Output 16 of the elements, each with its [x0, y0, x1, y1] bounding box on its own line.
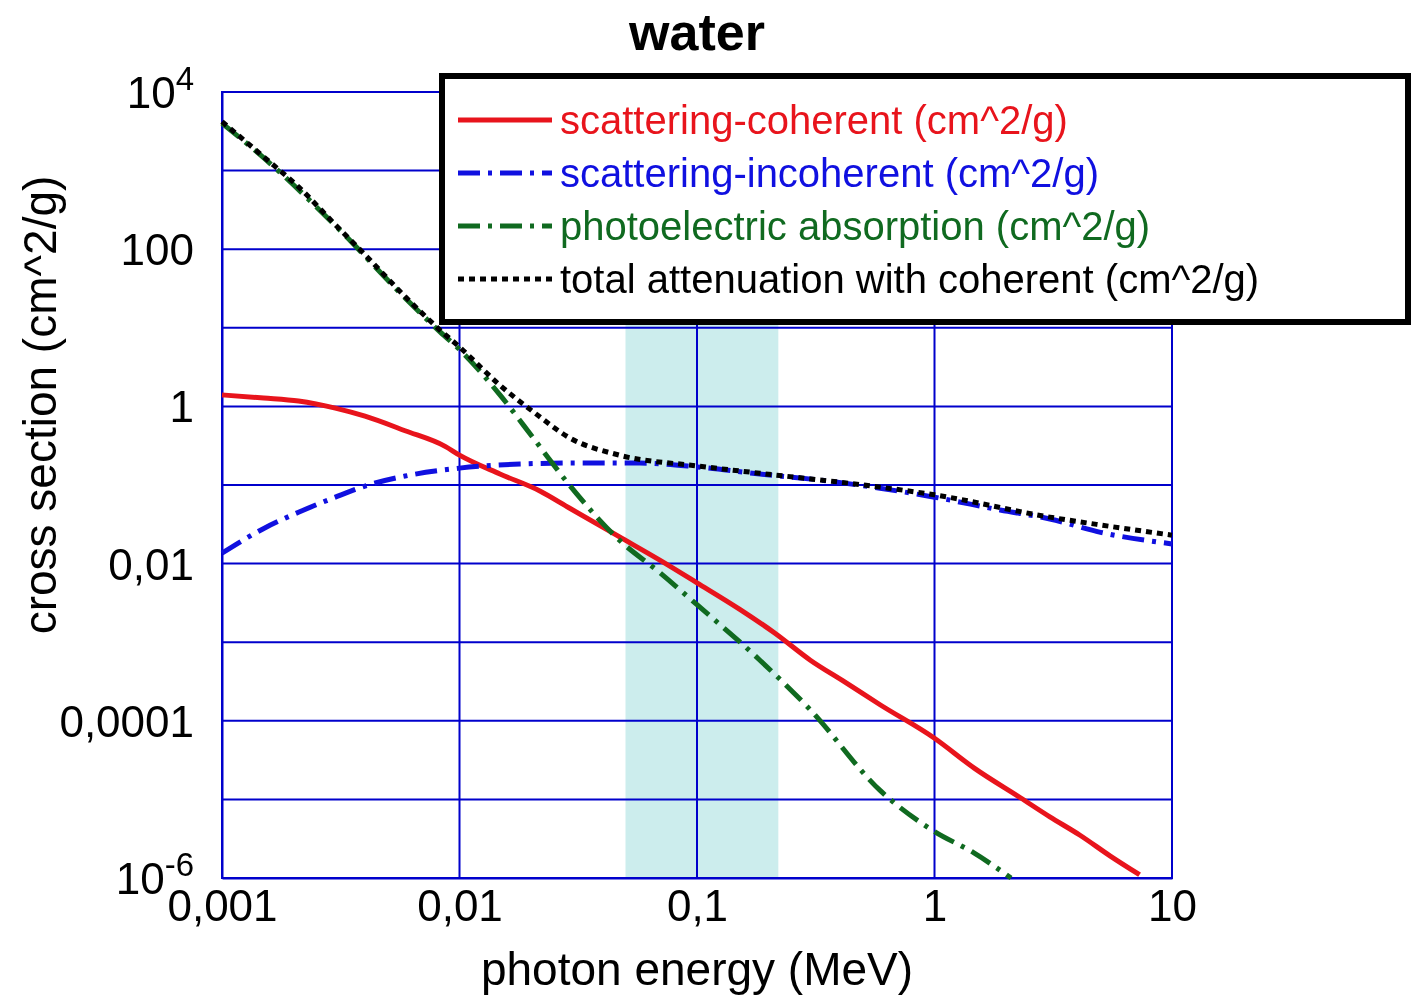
- legend-label: photoelectric absorption (cm^2/g): [560, 204, 1151, 248]
- legend-label: total attenuation with coherent (cm^2/g): [560, 257, 1260, 301]
- y-tick-label: 0,01: [108, 539, 194, 589]
- y-tick-label: 1: [169, 382, 194, 432]
- legend-label: scattering-incoherent (cm^2/g): [560, 151, 1099, 195]
- y-tick-label: 10$^{4}$: [126, 59, 194, 117]
- legend-label: scattering-coherent (cm^2/g): [560, 98, 1068, 142]
- x-tick-label: 0,01: [417, 881, 503, 931]
- x-tick-label: 10: [1148, 881, 1197, 931]
- x-tick-label: 1: [922, 881, 948, 931]
- chart-title: water: [628, 3, 765, 61]
- x-axis-title: photon energy (MeV): [480, 943, 914, 995]
- y-tick-label: 0,0001: [59, 696, 194, 746]
- y-tick-label: 100: [120, 225, 194, 275]
- x-tick-label: 0,1: [666, 881, 729, 931]
- y-axis-title: cross section (cm^2/g): [14, 175, 66, 635]
